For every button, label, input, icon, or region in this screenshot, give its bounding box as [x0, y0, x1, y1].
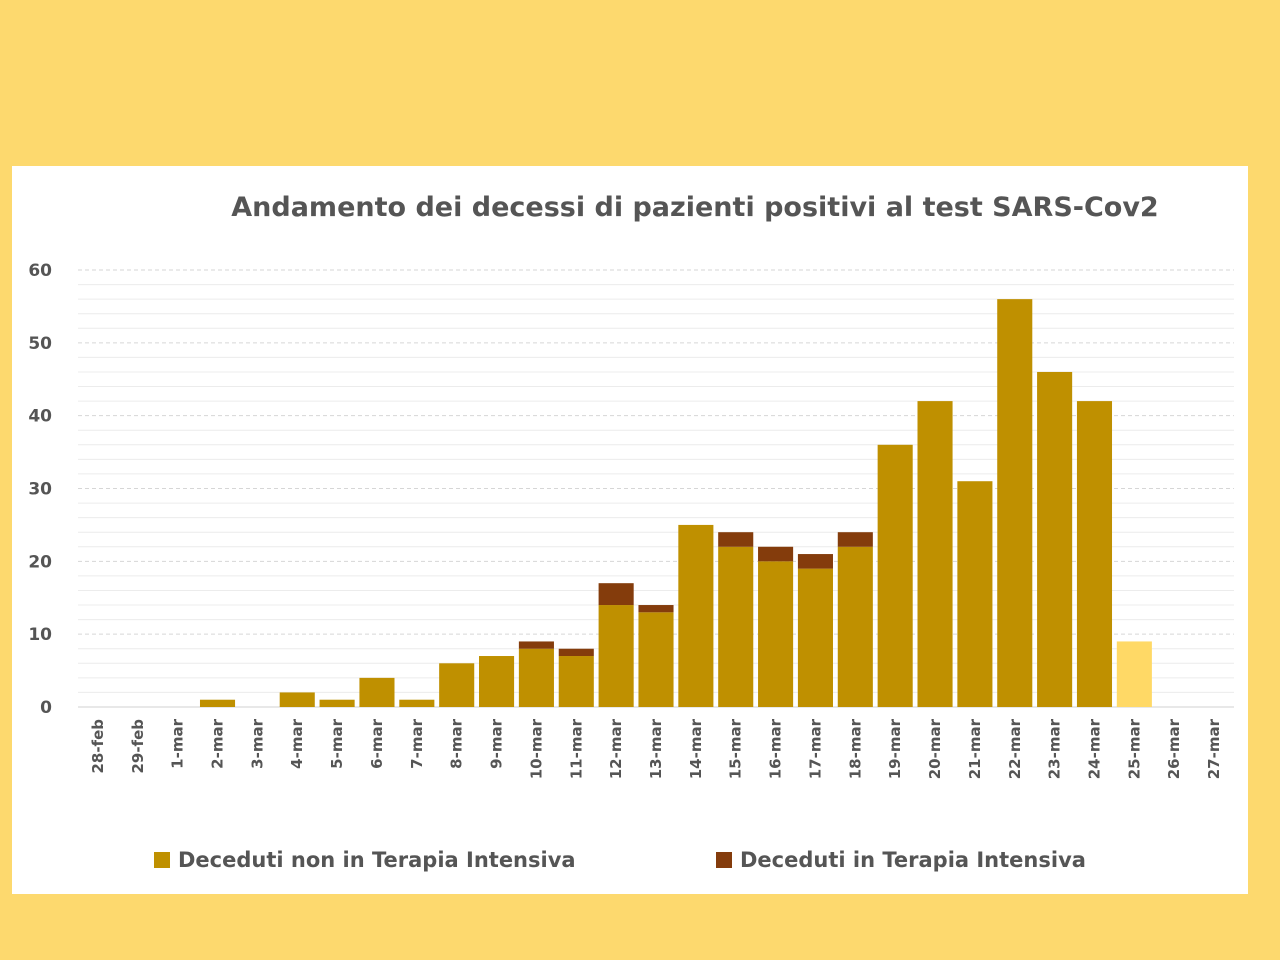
- bar-icu: [598, 583, 634, 606]
- x-tick-label: 26-mar: [1165, 718, 1183, 779]
- chart-legend: Deceduti non in Terapia Intensiva Decedu…: [12, 848, 1248, 878]
- bar-non-icu: [1076, 401, 1113, 707]
- bar-non-icu: [837, 546, 873, 707]
- bar-non-icu: [518, 648, 554, 707]
- chart-panel: Andamento dei decessi di pazienti positi…: [12, 166, 1248, 894]
- bar-non-icu: [718, 546, 754, 707]
- bar-icu: [558, 648, 594, 657]
- bar-icu: [638, 605, 674, 613]
- bar-non-icu: [678, 524, 714, 707]
- bar-chart: 0 10 20 30 40 50 60 28-feb 29-feb 1-mar 2-mar 3-mar…: [28, 261, 1234, 779]
- bar-non-icu: [638, 612, 674, 707]
- legend-swatch-non-icu: [154, 852, 170, 868]
- x-tick-label: 4-mar: [288, 718, 306, 768]
- x-tick-label: 6-mar: [368, 718, 386, 768]
- x-tick-label: 18-mar: [846, 718, 864, 779]
- x-tick-label: 3-mar: [248, 718, 266, 768]
- bar-non-icu: [1037, 371, 1073, 707]
- x-tick-label: 24-mar: [1085, 718, 1103, 779]
- legend-item-non-icu: Deceduti non in Terapia Intensiva: [154, 848, 576, 872]
- bar-non-icu: [399, 699, 435, 707]
- x-tick-label: 27-mar: [1205, 718, 1223, 779]
- bar-non-icu: [758, 561, 794, 707]
- x-tick-label: 20-mar: [926, 718, 944, 779]
- x-tick-label: 21-mar: [966, 718, 984, 779]
- y-tick-label: 50: [28, 334, 52, 354]
- y-tick-label: 0: [40, 698, 52, 718]
- x-tick-label: 25-mar: [1125, 718, 1143, 779]
- x-tick-label: 10-mar: [527, 718, 545, 779]
- bar-non-icu: [957, 481, 993, 707]
- x-tick-label: 14-mar: [687, 718, 705, 779]
- legend-label-non-icu: Deceduti non in Terapia Intensiva: [178, 848, 576, 872]
- x-tick-label: 12-mar: [607, 718, 625, 779]
- x-tick-label: 23-mar: [1046, 718, 1064, 779]
- bar-non-icu: [558, 656, 594, 707]
- bar-non-icu: [359, 677, 395, 707]
- y-tick-label: 40: [28, 407, 52, 427]
- x-tick-label: 28-feb: [89, 719, 107, 774]
- x-tick-label: 19-mar: [886, 718, 904, 779]
- legend-item-icu: Deceduti in Terapia Intensiva: [716, 848, 1086, 872]
- x-tick-label: 16-mar: [767, 718, 785, 779]
- bar-non-icu: [598, 605, 634, 707]
- x-tick-label: 29-feb: [129, 719, 147, 774]
- bar-non-icu: [997, 299, 1033, 707]
- x-tick-label: 22-mar: [1006, 718, 1024, 779]
- bar-non-icu: [797, 568, 833, 707]
- legend-label-icu: Deceduti in Terapia Intensiva: [740, 848, 1086, 872]
- x-tick-label: 17-mar: [806, 718, 824, 779]
- bar-non-icu: [917, 401, 953, 707]
- bar-non-icu: [1116, 641, 1152, 707]
- y-tick-label: 60: [28, 261, 52, 281]
- x-tick-label: 15-mar: [727, 718, 745, 779]
- bar-non-icu: [279, 692, 315, 707]
- y-tick-label: 30: [28, 480, 52, 500]
- legend-swatch-icu: [716, 852, 732, 868]
- x-tick-label: 13-mar: [647, 718, 665, 779]
- bar-non-icu: [439, 663, 475, 707]
- bar-non-icu: [877, 444, 913, 707]
- x-tick-label: 1-mar: [169, 718, 187, 768]
- chart-title: Andamento dei decessi di pazienti positi…: [231, 192, 1159, 223]
- bar-non-icu: [479, 656, 515, 707]
- y-tick-label: 10: [28, 625, 52, 645]
- bar-non-icu: [319, 699, 355, 707]
- y-tick-label: 20: [28, 552, 52, 572]
- x-tick-label: 9-mar: [488, 718, 506, 768]
- x-tick-label: 8-mar: [448, 718, 466, 768]
- bar-icu: [837, 532, 873, 547]
- bar-icu: [758, 546, 794, 562]
- x-tick-label: 11-mar: [567, 718, 585, 779]
- x-tick-label: 2-mar: [209, 718, 227, 768]
- bar-icu: [518, 641, 554, 649]
- bar-icu: [718, 532, 754, 547]
- x-tick-label: 5-mar: [328, 718, 346, 768]
- bar-icu: [797, 554, 833, 569]
- bar-non-icu: [199, 699, 236, 707]
- x-tick-label: 7-mar: [408, 718, 426, 768]
